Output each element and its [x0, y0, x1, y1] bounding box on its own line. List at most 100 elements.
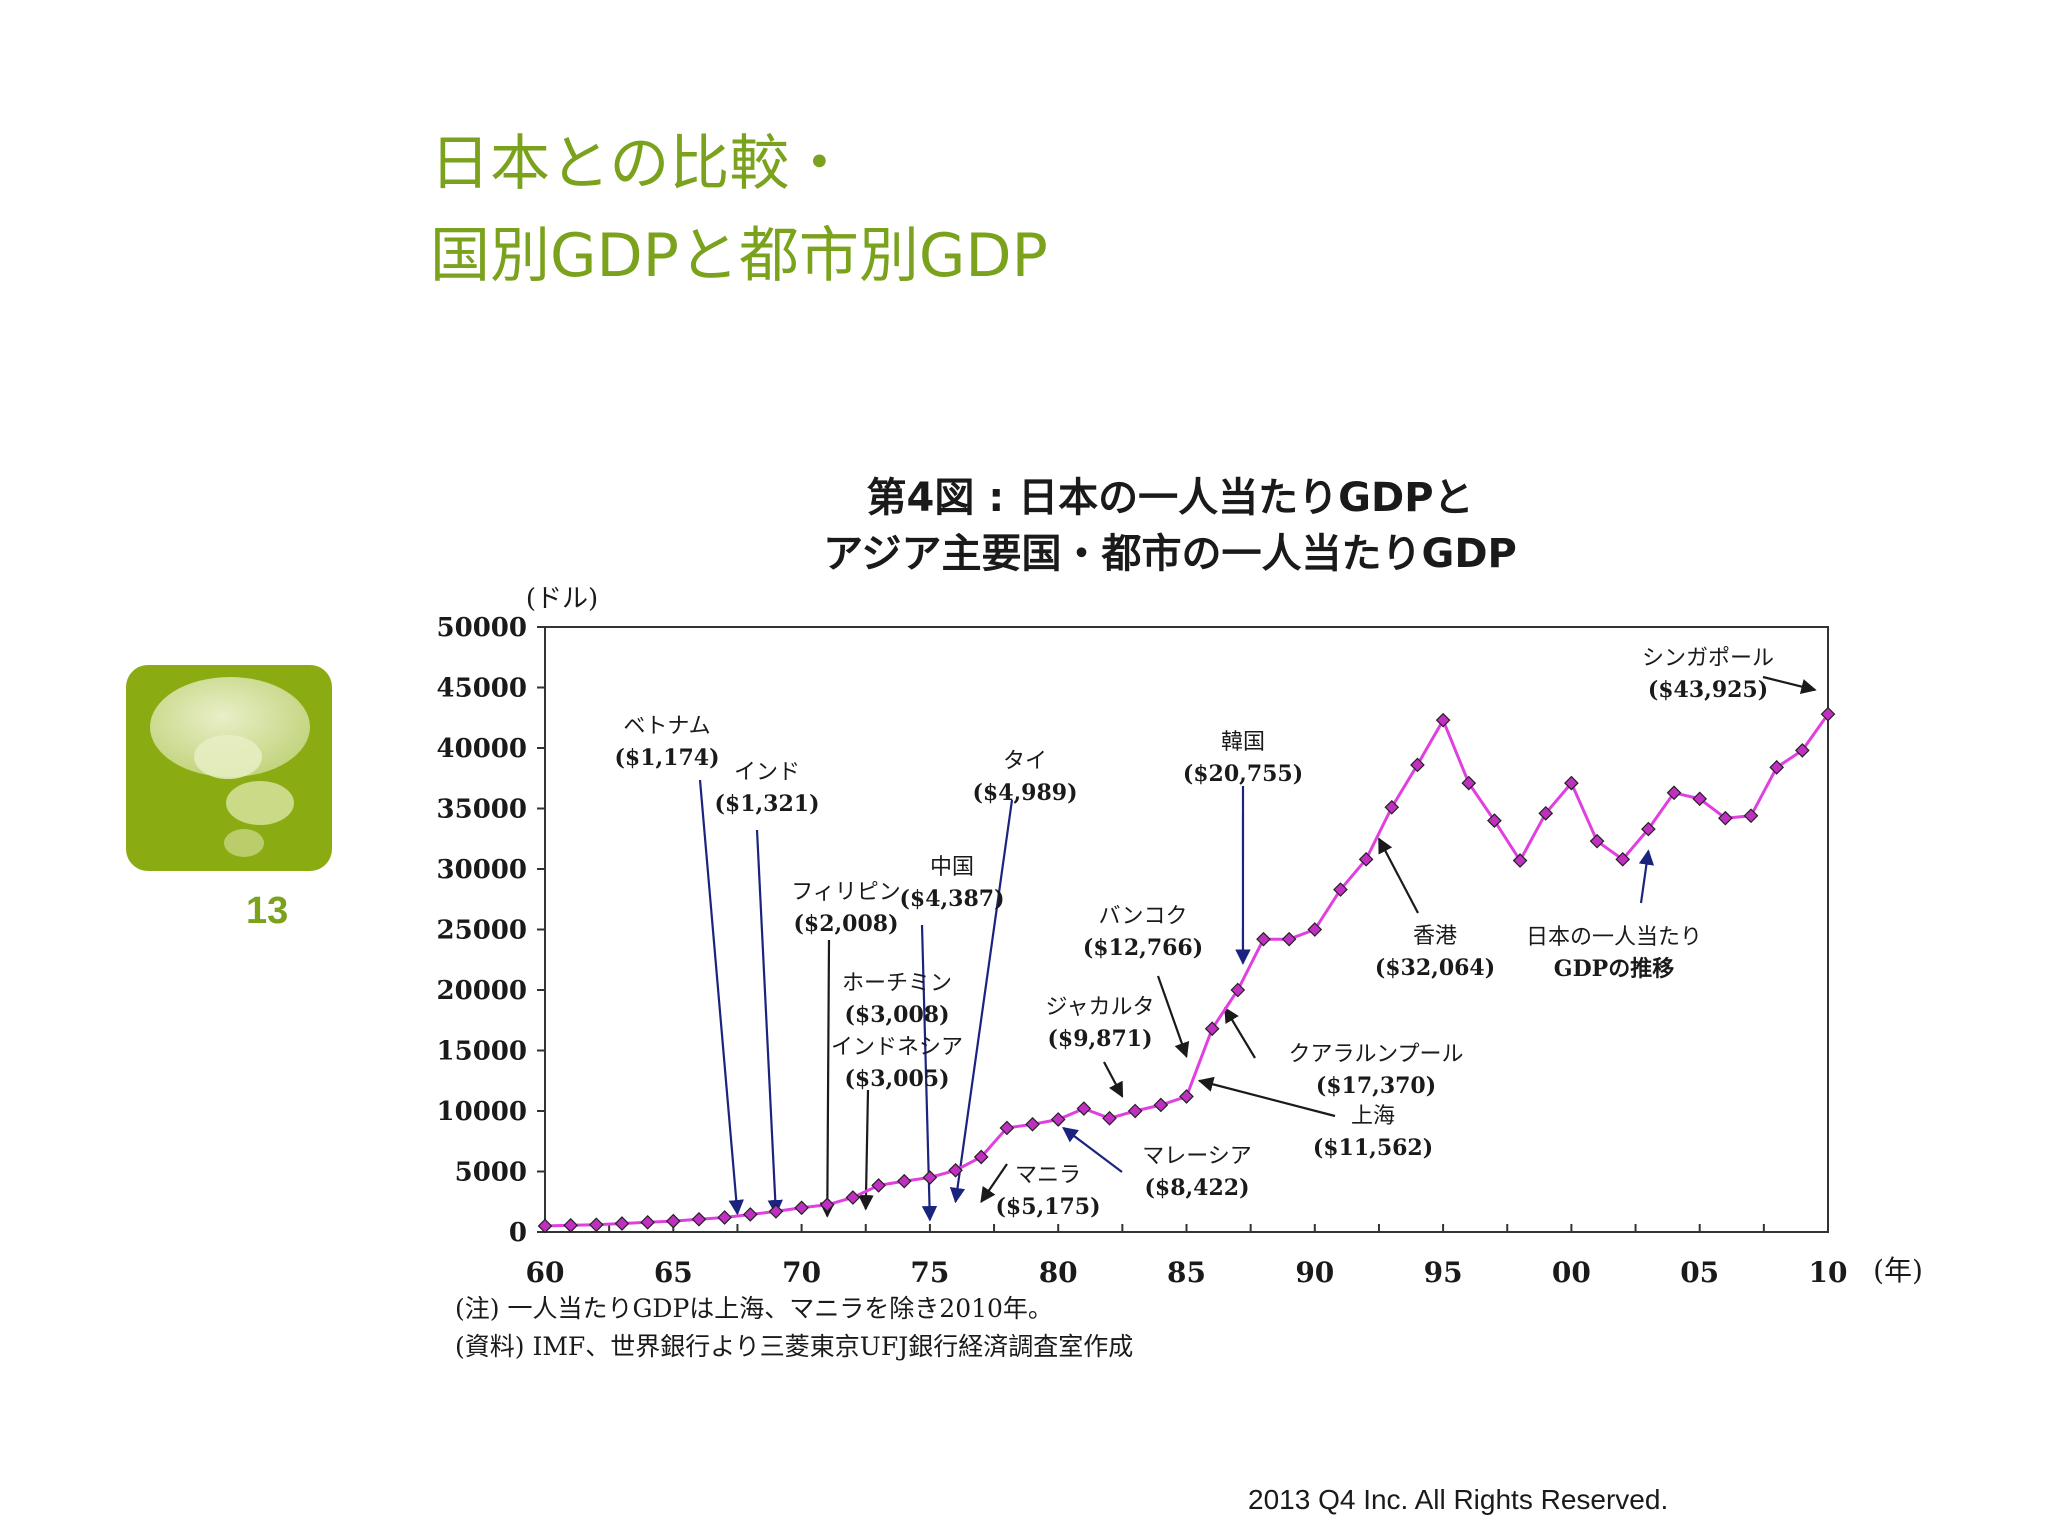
annotation-arrow: [819, 939, 836, 1218]
copyright-text: 2013 Q4 Inc. All Rights Reserved.: [1248, 1484, 1669, 1515]
data-point: [1666, 785, 1682, 801]
x-tick-label: 80: [1039, 1256, 1078, 1289]
y-tick-label: 15000: [437, 1037, 527, 1067]
annotation-value: ($4,387): [899, 886, 1004, 912]
data-point: [845, 1190, 861, 1205]
data-point: [1769, 760, 1785, 775]
data-point: [1487, 813, 1502, 828]
data-point: [1281, 931, 1297, 947]
chart-source: (資料) IMF、世界銀行より三菱東京UFJ銀行経済調査室作成: [455, 1332, 1133, 1361]
data-point: [1025, 1116, 1040, 1132]
data-point: [1358, 851, 1374, 867]
data-point: [665, 1213, 681, 1229]
annotation-arrow: [1638, 849, 1655, 904]
chart-title: 第4図 : 日本の一人当たりGDPと アジア主要国・都市の一人当たりGDP: [620, 470, 1720, 582]
data-point: [1333, 882, 1348, 897]
annotation-label: マレーシア: [1142, 1144, 1252, 1169]
data-point: [1538, 805, 1554, 821]
annotation-label: クアラルンプール: [1289, 1042, 1464, 1067]
annotation-value: ($2,008): [793, 911, 898, 937]
data-point: [973, 1149, 989, 1165]
slide-title-line2: 国別GDPと都市別GDP: [430, 221, 1048, 291]
annotation-arrow: [1062, 1127, 1123, 1173]
annotation-arrow: [858, 1089, 874, 1211]
annotation-label: 上海: [1351, 1104, 1395, 1129]
data-point: [717, 1210, 732, 1225]
data-point: [896, 1173, 912, 1189]
annotation-label: 日本の一人当たり: [1526, 925, 1702, 950]
data-point: [1384, 799, 1400, 815]
y-tick-label: 0: [509, 1218, 527, 1248]
data-point: [1589, 833, 1605, 849]
annotation-arrow: [1103, 1061, 1124, 1098]
annotation-labels: ベトナム ($1,174) インド ($1,321) フィリピン ($2,008) 中国 ($…: [614, 646, 1774, 1220]
slide-title-line1: 日本との比較・: [430, 129, 850, 199]
data-point: [1512, 853, 1528, 868]
data-point: [563, 1217, 579, 1233]
x-tick-label: 85: [1167, 1256, 1206, 1289]
data-point: [1307, 922, 1323, 937]
data-point: [1153, 1097, 1169, 1113]
x-tick-label: 00: [1552, 1256, 1591, 1289]
chart-title-line2: アジア主要国・都市の一人当たりGDP: [823, 531, 1517, 577]
data-point: [1076, 1101, 1092, 1116]
chart-note: (注) 一人当たりGDPは上海、マニラを除き2010年。: [455, 1294, 1053, 1323]
data-point: [1461, 775, 1477, 791]
data-point: [1718, 810, 1733, 826]
annotation-value: ($17,370): [1316, 1073, 1436, 1099]
annotation-arrows: [698, 675, 1817, 1222]
data-point: [1410, 757, 1425, 773]
annotation-arrow: [949, 799, 1014, 1204]
annotation-arrow: [1156, 975, 1190, 1059]
annotation-value: ($5,175): [995, 1194, 1100, 1220]
data-point: [742, 1207, 758, 1222]
chart-title-line1: 第4図 : 日本の一人当たりGDPと: [866, 475, 1474, 521]
data-point: [588, 1217, 604, 1233]
annotation-value: GDPの推移: [1554, 956, 1674, 982]
data-point: [537, 1218, 553, 1234]
y-tick-label: 25000: [437, 916, 527, 946]
annotation-label: シンガポール: [1642, 646, 1774, 671]
x-tick-label: 60: [526, 1256, 565, 1289]
chart-axes: 0500010000150002000025000300003500040000…: [437, 584, 1923, 1361]
data-point: [1102, 1110, 1117, 1126]
annotation-value: ($8,422): [1144, 1175, 1249, 1201]
y-tick-label: 10000: [437, 1097, 527, 1127]
annotation-label: 韓国: [1221, 730, 1265, 755]
data-point: [1204, 1021, 1220, 1037]
y-tick-label: 30000: [437, 855, 527, 885]
data-point: [614, 1216, 630, 1231]
x-tick-label: 65: [654, 1256, 693, 1289]
annotation-arrow: [920, 924, 938, 1222]
annotation-value: ($1,174): [614, 745, 719, 771]
annotation-label: 中国: [930, 855, 974, 880]
x-tick-label: 10: [1809, 1256, 1848, 1289]
y-tick-label: 45000: [437, 674, 527, 704]
data-point: [1743, 808, 1759, 824]
annotation-arrow: [1377, 837, 1419, 914]
y-tick-label: 35000: [437, 795, 527, 825]
x-tick-label: 05: [1680, 1256, 1719, 1289]
japan-gdp-series: [537, 706, 1836, 1234]
data-point: [922, 1170, 938, 1185]
data-point: [1435, 712, 1451, 728]
annotation-value: ($12,766): [1083, 935, 1203, 961]
data-point: [1564, 775, 1579, 791]
data-point: [1820, 706, 1836, 722]
data-point: [1692, 791, 1708, 807]
data-point: [1127, 1103, 1143, 1119]
annotation-value: ($20,755): [1183, 761, 1303, 787]
annotation-label: マニラ: [1015, 1163, 1081, 1188]
y-tick-label: 5000: [455, 1158, 527, 1188]
annotation-label: ホーチミン: [842, 971, 952, 996]
slide-title: 日本との比較・ 国別GDPと都市別GDP: [430, 118, 1048, 302]
speech-bubble-icon: [126, 665, 332, 871]
y-axis-label: (ドル): [526, 584, 598, 614]
data-point: [999, 1120, 1015, 1136]
annotation-value: ($3,008): [844, 1002, 949, 1028]
annotation-value: ($9,871): [1047, 1026, 1152, 1052]
data-point: [1256, 931, 1271, 947]
x-tick-label: 90: [1295, 1256, 1334, 1289]
data-point: [794, 1200, 809, 1216]
